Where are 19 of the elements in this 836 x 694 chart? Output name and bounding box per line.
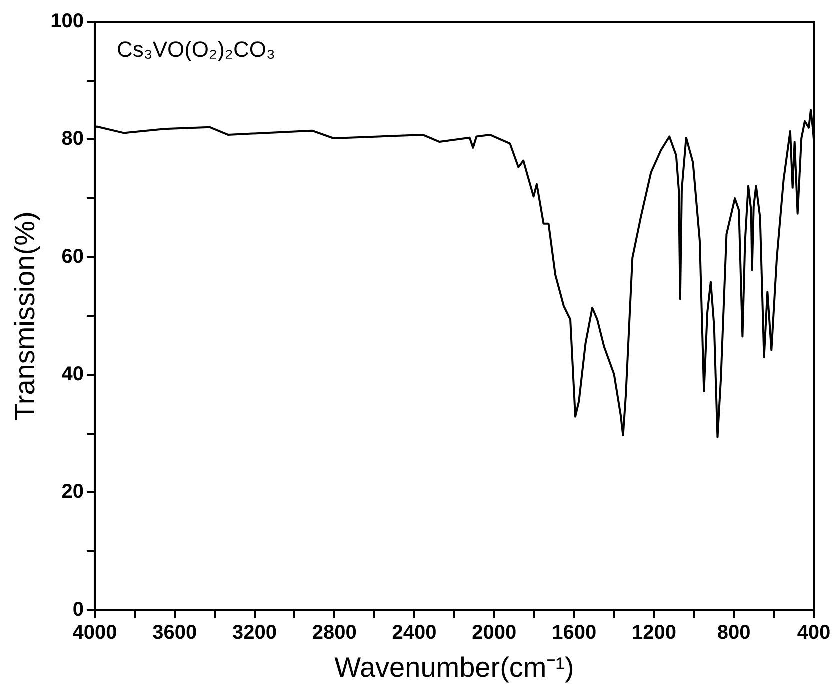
y-tick-label: 40 [62,364,84,386]
y-tick-label: 20 [62,481,84,504]
x-tick-label: 3200 [232,622,278,644]
y-tick-label: 60 [62,246,84,268]
x-axis-title: Wavenumber(cm⁻¹) [334,652,574,683]
y-tick-label: 100 [50,10,84,33]
annotation: Cs₃VO(O₂)₂CO₃ [116,37,276,62]
x-tick-label: 400 [797,622,831,644]
x-tick-label: 2800 [312,622,357,644]
x-tick-label: 1600 [552,622,597,644]
x-tick-label: 3600 [152,622,198,644]
x-tick-label: 800 [717,622,751,644]
x-tick-label: 1200 [632,622,676,644]
y-tick-label: 0 [72,598,84,621]
y-tick-label: 80 [62,128,84,150]
x-tick-label: 4000 [72,622,118,644]
x-tick-label: 2400 [392,622,437,644]
y-axis-title: Transmission(%) [10,212,41,421]
x-tick-label: 2000 [472,622,517,644]
